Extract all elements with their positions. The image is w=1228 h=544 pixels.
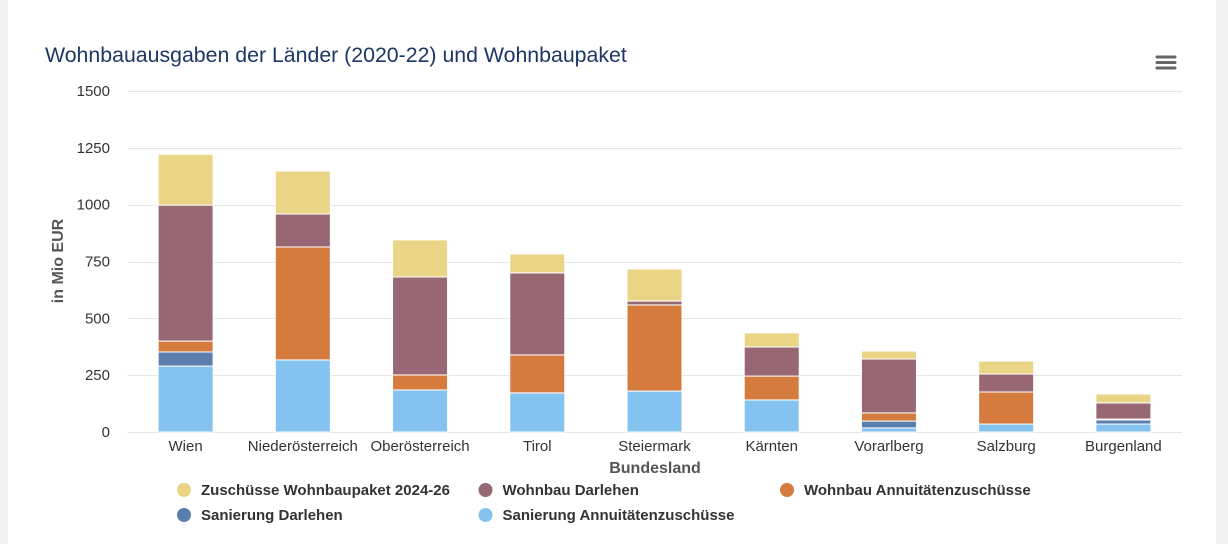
bar-burgenland-sanierung-darlehen[interactable] — [1095, 419, 1152, 425]
bar-vorarlberg-sanierung-darlehen[interactable] — [860, 420, 917, 429]
legend: Zuschüsse Wohnbaupaket 2024-26 Wohnbau Da… — [177, 482, 1031, 524]
bar-burgenland-zuschuesse-wohnbaupaket-2024-26[interactable] — [1095, 393, 1152, 404]
bar-vorarlberg-zuschuesse-wohnbaupaket-2024-26[interactable] — [860, 350, 917, 360]
bar-burgenland-sanierung-annuitaetenzuschuesse[interactable] — [1095, 423, 1152, 433]
bar-series — [157, 153, 1152, 433]
bar-kaernten-sanierung-annuitaetenzuschuesse[interactable] — [743, 399, 800, 433]
bar-niederoesterreich-zuschuesse-wohnbaupaket-2024-26[interactable] — [274, 170, 331, 215]
legend-marker — [478, 483, 493, 497]
y-tick-label: 1500 — [77, 83, 110, 100]
y-tick-label: 500 — [85, 310, 110, 327]
bar-steiermark-wohnbau-annuitaetenzuschuesse[interactable] — [626, 304, 683, 392]
legend-label: Sanierung Annuitätenzuschüsse — [503, 507, 735, 524]
x-tick-label-oberoesterreich: Oberösterreich — [370, 438, 469, 455]
bar-wien-zuschuesse-wohnbaupaket-2024-26[interactable] — [157, 153, 214, 206]
x-tick-label-steiermark: Steiermark — [618, 438, 691, 455]
legend-label: Wohnbau Annuitätenzuschüsse — [804, 482, 1031, 499]
bar-tirol-sanierung-annuitaetenzuschuesse[interactable] — [509, 392, 566, 433]
y-tick-label: 750 — [85, 254, 110, 271]
bar-salzburg-wohnbau-annuitaetenzuschuesse[interactable] — [978, 391, 1035, 425]
y-tick-label: 1000 — [77, 197, 110, 214]
menu-button[interactable] — [1150, 50, 1181, 75]
y-tick-label: 250 — [85, 367, 110, 384]
x-axis-title: Bundesland — [609, 460, 701, 477]
bar-salzburg-wohnbau-darlehen[interactable] — [978, 373, 1035, 393]
bar-niederoesterreich-wohnbau-darlehen[interactable] — [274, 213, 331, 248]
x-tick-label-wien: Wien — [169, 438, 203, 455]
bar-wien-wohnbau-darlehen[interactable] — [157, 204, 214, 342]
bar-vorarlberg-wohnbau-annuitaetenzuschuesse[interactable] — [860, 412, 917, 422]
x-tick-label-kaernten: Kärnten — [745, 438, 798, 455]
x-tick-label-niederoesterreich: Niederösterreich — [248, 438, 358, 455]
hamburger-menu-icon — [1155, 55, 1177, 70]
legend-item-zuschuesse-wohnbaupaket-2024-26[interactable]: Zuschüsse Wohnbaupaket 2024-26 — [177, 482, 450, 499]
bar-vorarlberg-sanierung-annuitaetenzuschuesse[interactable] — [860, 427, 917, 433]
bar-kaernten-zuschuesse-wohnbaupaket-2024-26[interactable] — [743, 332, 800, 348]
bar-oberoesterreich-sanierung-annuitaetenzuschuesse[interactable] — [392, 389, 449, 433]
legend-item-wohnbau-darlehen[interactable]: Wohnbau Darlehen — [478, 482, 639, 499]
bar-oberoesterreich-wohnbau-darlehen[interactable] — [392, 276, 449, 376]
legend-label: Wohnbau Darlehen — [503, 482, 639, 499]
bar-kaernten-wohnbau-annuitaetenzuschuesse[interactable] — [743, 375, 800, 401]
bar-oberoesterreich-wohnbau-annuitaetenzuschuesse[interactable] — [392, 374, 449, 391]
bar-niederoesterreich-wohnbau-annuitaetenzuschuesse[interactable] — [274, 246, 331, 361]
y-tick-label: 0 — [102, 424, 110, 441]
legend-marker — [780, 483, 794, 497]
chart-title: Wohnbauausgaben der Länder (2020-22) und… — [45, 43, 627, 67]
bar-salzburg-zuschuesse-wohnbaupaket-2024-26[interactable] — [978, 360, 1035, 375]
legend-item-sanierung-annuitaetenzuschuesse[interactable]: Sanierung Annuitätenzuschüsse — [478, 507, 735, 524]
legend-marker — [478, 508, 493, 522]
legend-marker — [177, 508, 191, 522]
bar-wien-wohnbau-annuitaetenzuschuesse[interactable] — [157, 340, 214, 353]
bar-salzburg-sanierung-annuitaetenzuschuesse[interactable] — [978, 423, 1035, 433]
y-tick-label: 1250 — [77, 140, 110, 157]
bar-wien-sanierung-darlehen[interactable] — [157, 351, 214, 367]
y-axis-labels: 0 250 500 750 1000 1250 1500 — [77, 83, 110, 441]
bar-tirol-zuschuesse-wohnbaupaket-2024-26[interactable] — [509, 253, 566, 274]
y-axis-title: in Mio EUR — [50, 218, 67, 303]
bar-steiermark-wohnbau-darlehen[interactable] — [626, 300, 683, 306]
bar-niederoesterreich-sanierung-annuitaetenzuschuesse[interactable] — [274, 359, 331, 433]
bar-steiermark-sanierung-annuitaetenzuschuesse[interactable] — [626, 390, 683, 433]
bar-vorarlberg-wohnbau-darlehen[interactable] — [860, 358, 917, 414]
legend-item-wohnbau-annuitaetenzuschuesse[interactable]: Wohnbau Annuitätenzuschüsse — [780, 482, 1031, 499]
x-tick-label-tirol: Tirol — [523, 438, 552, 455]
bar-tirol-wohnbau-darlehen[interactable] — [509, 272, 566, 356]
x-axis-labels: Wien Niederösterreich Oberösterreich Tirol S… — [169, 438, 1162, 455]
bar-burgenland-wohnbau-darlehen[interactable] — [1095, 402, 1152, 420]
legend-item-sanierung-darlehen[interactable]: Sanierung Darlehen — [177, 507, 343, 524]
x-tick-label-burgenland: Burgenland — [1085, 438, 1162, 455]
bar-steiermark-zuschuesse-wohnbaupaket-2024-26[interactable] — [626, 268, 683, 302]
bar-tirol-wohnbau-annuitaetenzuschuesse[interactable] — [509, 354, 566, 394]
x-tick-label-salzburg: Salzburg — [977, 438, 1036, 455]
x-tick-label-vorarlberg: Vorarlberg — [854, 438, 923, 455]
bar-oberoesterreich-zuschuesse-wohnbaupaket-2024-26[interactable] — [392, 239, 449, 278]
legend-label: Sanierung Darlehen — [201, 507, 343, 524]
legend-marker — [177, 483, 191, 497]
bar-wien-sanierung-annuitaetenzuschuesse[interactable] — [157, 365, 214, 433]
legend-label: Zuschüsse Wohnbaupaket 2024-26 — [201, 482, 450, 499]
bar-kaernten-wohnbau-darlehen[interactable] — [743, 346, 800, 377]
